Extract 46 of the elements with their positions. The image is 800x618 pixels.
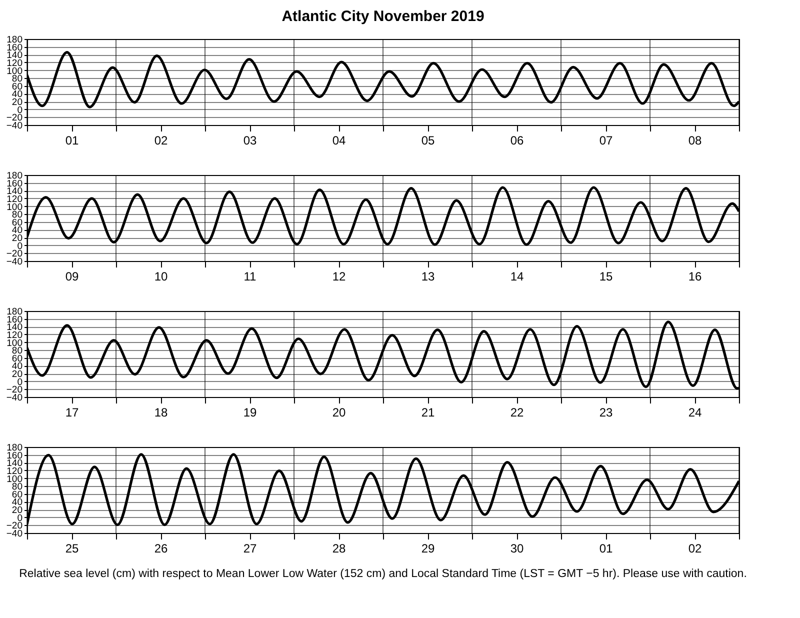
x-tick-label: 25 — [65, 542, 79, 556]
y-tick-label: 180 — [6, 306, 22, 318]
x-tick-label: 18 — [154, 406, 168, 420]
y-tick-label: 120 — [6, 466, 22, 477]
x-tick-label: 16 — [688, 270, 702, 284]
x-tick-label: 24 — [688, 406, 702, 420]
x-tick-label: 26 — [154, 542, 168, 556]
x-tick-label: 12 — [332, 270, 346, 284]
y-tick-label: −40 — [6, 392, 22, 404]
x-tick-label: 27 — [243, 542, 257, 556]
x-tick-label: 30 — [510, 542, 524, 556]
x-tick-label: 09 — [65, 270, 79, 284]
y-tick-label: 180 — [6, 170, 22, 182]
x-tick-label: 07 — [599, 134, 613, 148]
y-tick-label: −40 — [6, 528, 22, 540]
x-tick-label: 06 — [510, 134, 524, 148]
y-tick-label: 120 — [6, 194, 22, 205]
x-tick-label: 15 — [599, 270, 613, 284]
x-tick-label: 01 — [65, 134, 79, 148]
y-tick-label: 180 — [6, 34, 22, 46]
x-tick-label: 03 — [243, 134, 257, 148]
x-tick-label: 28 — [332, 542, 346, 556]
x-tick-label: 10 — [154, 270, 168, 284]
x-tick-label: 05 — [421, 134, 435, 148]
x-tick-label: 02 — [154, 134, 168, 148]
x-tick-label: 19 — [243, 406, 257, 420]
x-tick-label: 21 — [421, 406, 435, 420]
x-tick-label: 08 — [688, 134, 702, 148]
y-tick-label: 120 — [6, 58, 22, 69]
x-tick-label: 13 — [421, 270, 435, 284]
x-tick-label: 04 — [332, 134, 346, 148]
x-tick-label: 14 — [510, 270, 524, 284]
x-tick-label: 11 — [244, 270, 257, 284]
x-tick-label: 17 — [65, 406, 79, 420]
x-tick-label: 01 — [599, 542, 613, 556]
y-tick-label: 180 — [6, 442, 22, 454]
text: Relative sea level (cm) with respect to Mean Lower Low Water (152 cm) and Local Standard Time (LST = GMT −5 hr). Please use with caution. — [19, 568, 747, 580]
x-tick-label: 22 — [510, 406, 524, 420]
y-tick-label: −40 — [6, 256, 22, 268]
x-tick-label: 20 — [332, 406, 346, 420]
x-tick-label: 02 — [688, 542, 702, 556]
x-tick-label: 29 — [421, 542, 435, 556]
y-tick-label: −40 — [6, 120, 22, 132]
x-tick-label: 23 — [599, 406, 613, 420]
y-tick-label: 120 — [6, 330, 22, 341]
chart-title: Atlantic City November 2019 — [282, 8, 484, 25]
